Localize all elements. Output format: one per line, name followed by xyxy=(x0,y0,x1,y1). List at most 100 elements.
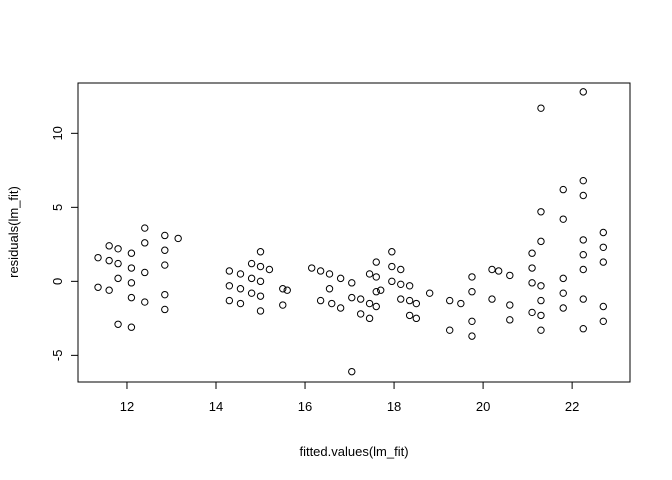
data-point xyxy=(316,267,325,275)
data-point xyxy=(468,288,476,296)
data-point xyxy=(356,310,365,318)
data-point xyxy=(559,185,567,194)
data-point xyxy=(127,293,136,302)
y-tick-label: -5 xyxy=(50,350,65,362)
data-point xyxy=(397,295,405,303)
y-axis-label: residuals(lm_fit) xyxy=(6,186,21,278)
data-point xyxy=(388,262,396,271)
data-point xyxy=(599,317,607,326)
data-point xyxy=(356,295,365,303)
data-point xyxy=(372,302,380,311)
data-point xyxy=(579,236,587,244)
data-point xyxy=(506,316,514,324)
data-point xyxy=(141,239,149,247)
data-point xyxy=(537,296,545,305)
data-point xyxy=(372,258,380,266)
data-point xyxy=(247,274,256,283)
data-point xyxy=(528,264,536,272)
data-point xyxy=(114,259,122,268)
data-point xyxy=(488,265,496,274)
data-point xyxy=(141,224,149,232)
data-point xyxy=(528,308,536,317)
data-point xyxy=(537,237,545,246)
data-point xyxy=(537,326,545,334)
x-tick-label: 16 xyxy=(298,399,312,414)
data-point xyxy=(236,299,245,308)
data-point xyxy=(325,285,334,293)
data-point xyxy=(579,251,587,259)
data-point xyxy=(506,301,514,309)
data-point xyxy=(265,265,274,274)
data-point xyxy=(247,289,256,297)
y-tick-label: 10 xyxy=(50,126,65,140)
data-point xyxy=(579,191,587,200)
plot-frame xyxy=(77,82,631,383)
data-point xyxy=(94,253,102,262)
data-point xyxy=(94,283,102,291)
data-point xyxy=(365,299,374,308)
data-point xyxy=(127,323,136,331)
data-point xyxy=(161,261,169,269)
data-point xyxy=(468,273,476,281)
data-point xyxy=(348,279,356,287)
data-point xyxy=(488,295,496,303)
data-point xyxy=(579,295,587,303)
data-point xyxy=(236,270,245,278)
data-point xyxy=(388,248,396,256)
data-point xyxy=(599,228,607,237)
data-point xyxy=(537,282,545,290)
x-tick-label: 18 xyxy=(387,399,401,414)
data-point xyxy=(559,215,567,223)
data-points xyxy=(94,88,607,376)
data-point xyxy=(348,367,356,376)
data-point xyxy=(174,234,182,243)
data-point xyxy=(537,208,545,216)
data-point xyxy=(579,176,587,185)
x-tick-label: 20 xyxy=(476,399,490,414)
data-point xyxy=(279,301,287,309)
data-point xyxy=(336,274,345,283)
data-point xyxy=(537,311,545,320)
x-tick-label: 14 xyxy=(209,399,223,414)
data-point xyxy=(348,293,356,302)
data-point xyxy=(494,267,503,275)
data-point xyxy=(599,243,607,252)
data-point xyxy=(114,320,122,328)
data-point xyxy=(405,282,414,290)
data-point xyxy=(105,242,113,250)
data-point xyxy=(446,296,454,305)
data-point xyxy=(388,277,396,286)
data-point xyxy=(377,286,385,294)
data-point xyxy=(397,265,405,274)
data-point xyxy=(279,285,287,293)
data-point xyxy=(225,267,234,275)
data-point xyxy=(412,299,421,308)
y-tick-label: 0 xyxy=(50,278,65,285)
x-tick-label: 22 xyxy=(565,399,579,414)
data-point xyxy=(365,270,374,278)
data-point xyxy=(161,231,169,240)
data-point xyxy=(328,299,336,308)
data-point xyxy=(114,245,122,253)
data-point xyxy=(405,296,414,305)
data-point xyxy=(599,258,607,266)
data-point xyxy=(559,304,567,312)
data-point xyxy=(412,314,421,323)
data-point xyxy=(528,279,536,287)
data-point xyxy=(161,305,169,314)
data-point xyxy=(468,332,476,340)
y-axis: -5 0 5 10 xyxy=(50,126,79,362)
data-point xyxy=(372,273,380,281)
data-point xyxy=(325,270,334,278)
data-point xyxy=(141,298,149,306)
data-point xyxy=(308,264,316,272)
data-point xyxy=(579,88,587,96)
data-point xyxy=(579,325,587,333)
data-point xyxy=(161,246,169,254)
data-point xyxy=(559,289,567,297)
data-point xyxy=(141,268,149,277)
data-point xyxy=(127,264,136,272)
data-point xyxy=(336,304,345,312)
data-point xyxy=(457,299,465,308)
data-point xyxy=(127,279,136,287)
